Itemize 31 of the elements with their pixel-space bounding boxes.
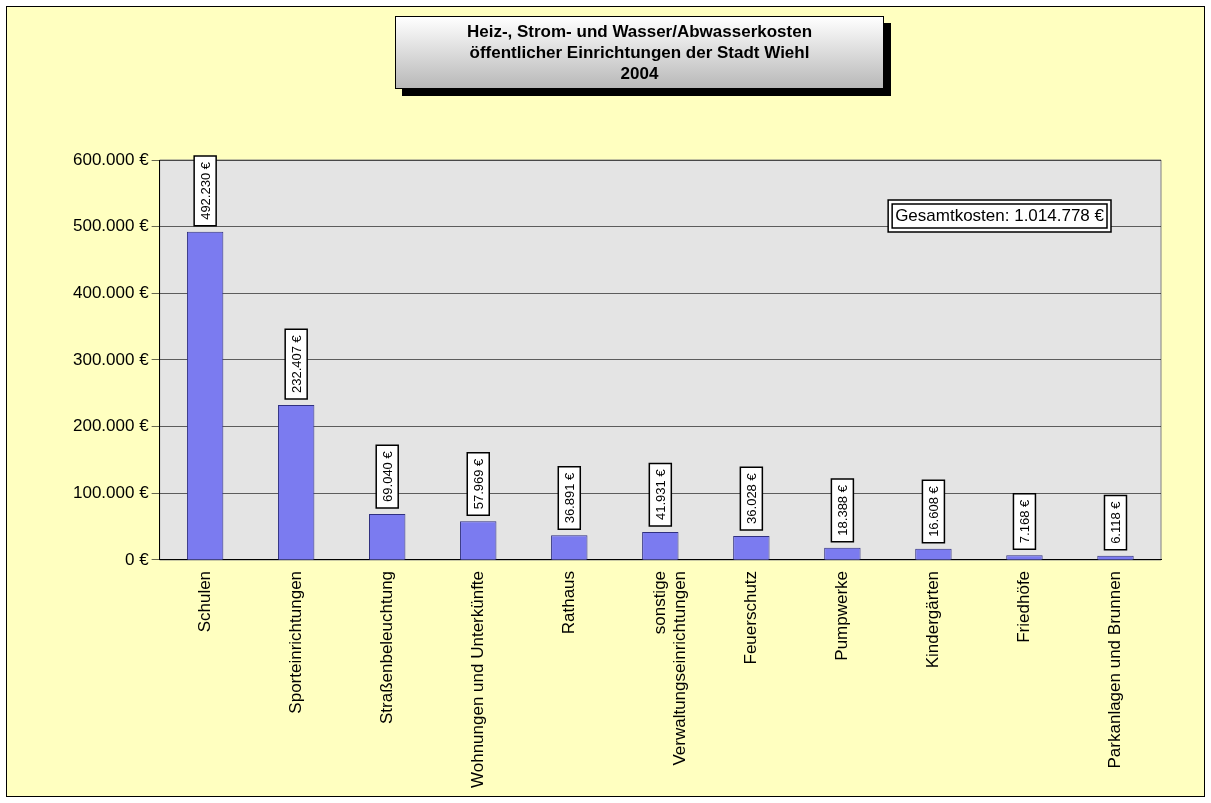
x-tick-label: Pumpwerke bbox=[832, 570, 852, 661]
x-tick-label: Schulen bbox=[194, 570, 214, 633]
x-tick-label: sonstige Verwaltungseinrichtungen bbox=[650, 570, 690, 766]
y-tick-label: 300.000 € bbox=[72, 349, 150, 369]
data-label: 232.407 € bbox=[288, 334, 304, 394]
x-tick-label: Wohnungen und Unterkünfte bbox=[467, 570, 487, 789]
data-label: 6.118 € bbox=[1108, 500, 1124, 544]
y-tick-label: 600.000 € bbox=[72, 149, 150, 169]
data-label: 18.388 € bbox=[834, 484, 850, 536]
annotation: Gesamtkosten: 1.014.778 € bbox=[895, 205, 1105, 225]
y-tick-label: 100.000 € bbox=[72, 482, 150, 502]
chart-title: Heiz-, Strom- und Wasser/Abwasserkosten öffentlicher Einrichtungen der Stadt Wiehl 2004 bbox=[395, 16, 884, 89]
y-tick-label: 200.000 € bbox=[72, 416, 150, 436]
x-tick-label: Kindergärten bbox=[923, 570, 943, 669]
x-tick-label: Straßenbeleuchtung bbox=[376, 570, 396, 725]
data-label: 69.040 € bbox=[379, 450, 395, 502]
data-label: 492.230 € bbox=[197, 161, 213, 220]
data-label: 16.608 € bbox=[925, 485, 941, 537]
y-tick-label: 400.000 € bbox=[72, 283, 150, 302]
x-tick-label: Parkanlagen und Brunnen bbox=[1105, 570, 1125, 769]
y-tick-label: 0 € bbox=[124, 549, 150, 569]
data-label: 36.028 € bbox=[743, 472, 759, 524]
x-tick-label: Friedhöfe bbox=[1014, 570, 1034, 643]
data-label: 7.168 € bbox=[1017, 499, 1033, 544]
x-tick-label: Rathaus bbox=[558, 570, 578, 635]
data-label: 36.891 € bbox=[561, 471, 577, 524]
data-label: 57.969 € bbox=[470, 457, 486, 510]
x-tick-label: Feuerschutz bbox=[741, 570, 761, 665]
x-tick-label: Sporteinrichtungen bbox=[285, 570, 305, 714]
y-tick-label: 500.000 € bbox=[72, 216, 150, 236]
data-label: 41.931 € bbox=[652, 468, 668, 520]
